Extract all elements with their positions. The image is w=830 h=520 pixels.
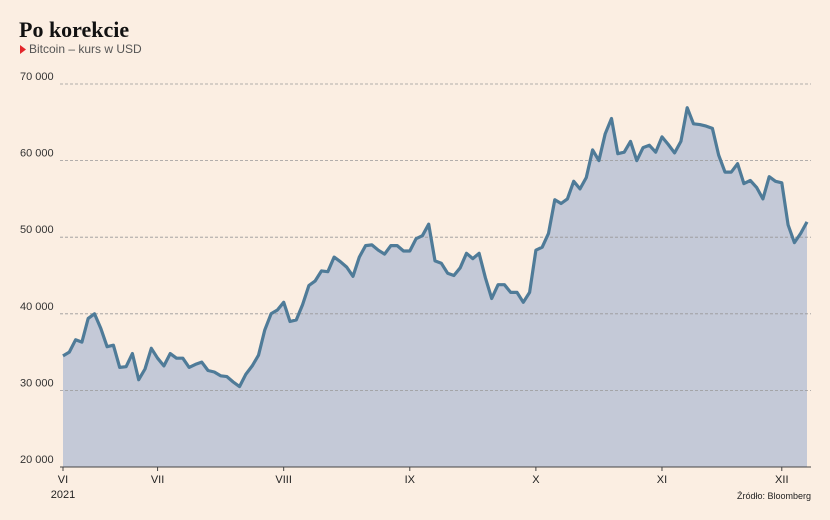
x-tick-label: VI bbox=[58, 474, 68, 486]
chart-title: Po korekcie bbox=[19, 17, 129, 42]
y-tick-label: 40 000 bbox=[20, 301, 54, 313]
x-tick-label: XI bbox=[657, 474, 667, 486]
year-label: 2021 bbox=[51, 489, 75, 501]
y-tick-label: 70 000 bbox=[20, 71, 54, 83]
x-tick-label: VIII bbox=[275, 474, 292, 486]
y-tick-label: 20 000 bbox=[20, 454, 54, 466]
x-tick-label: IX bbox=[405, 474, 416, 486]
subtitle-marker bbox=[20, 45, 26, 54]
source: Źródło: Bloomberg bbox=[737, 491, 811, 501]
y-tick-label: 30 000 bbox=[20, 377, 54, 389]
x-tick-label: XII bbox=[775, 474, 788, 486]
line bbox=[62, 106, 809, 389]
plot: 20 000 30 000 40 000 50 000 60 000 70 000 VI VI… bbox=[20, 71, 811, 501]
y-tick-label: 60 000 bbox=[20, 148, 54, 160]
x-tick-label: VII bbox=[151, 474, 164, 486]
y-tick-label: 50 000 bbox=[20, 224, 54, 236]
chart-subtitle: Bitcoin – kurs w USD bbox=[29, 42, 142, 56]
area bbox=[63, 107, 807, 467]
x-tick-label: X bbox=[532, 474, 540, 486]
